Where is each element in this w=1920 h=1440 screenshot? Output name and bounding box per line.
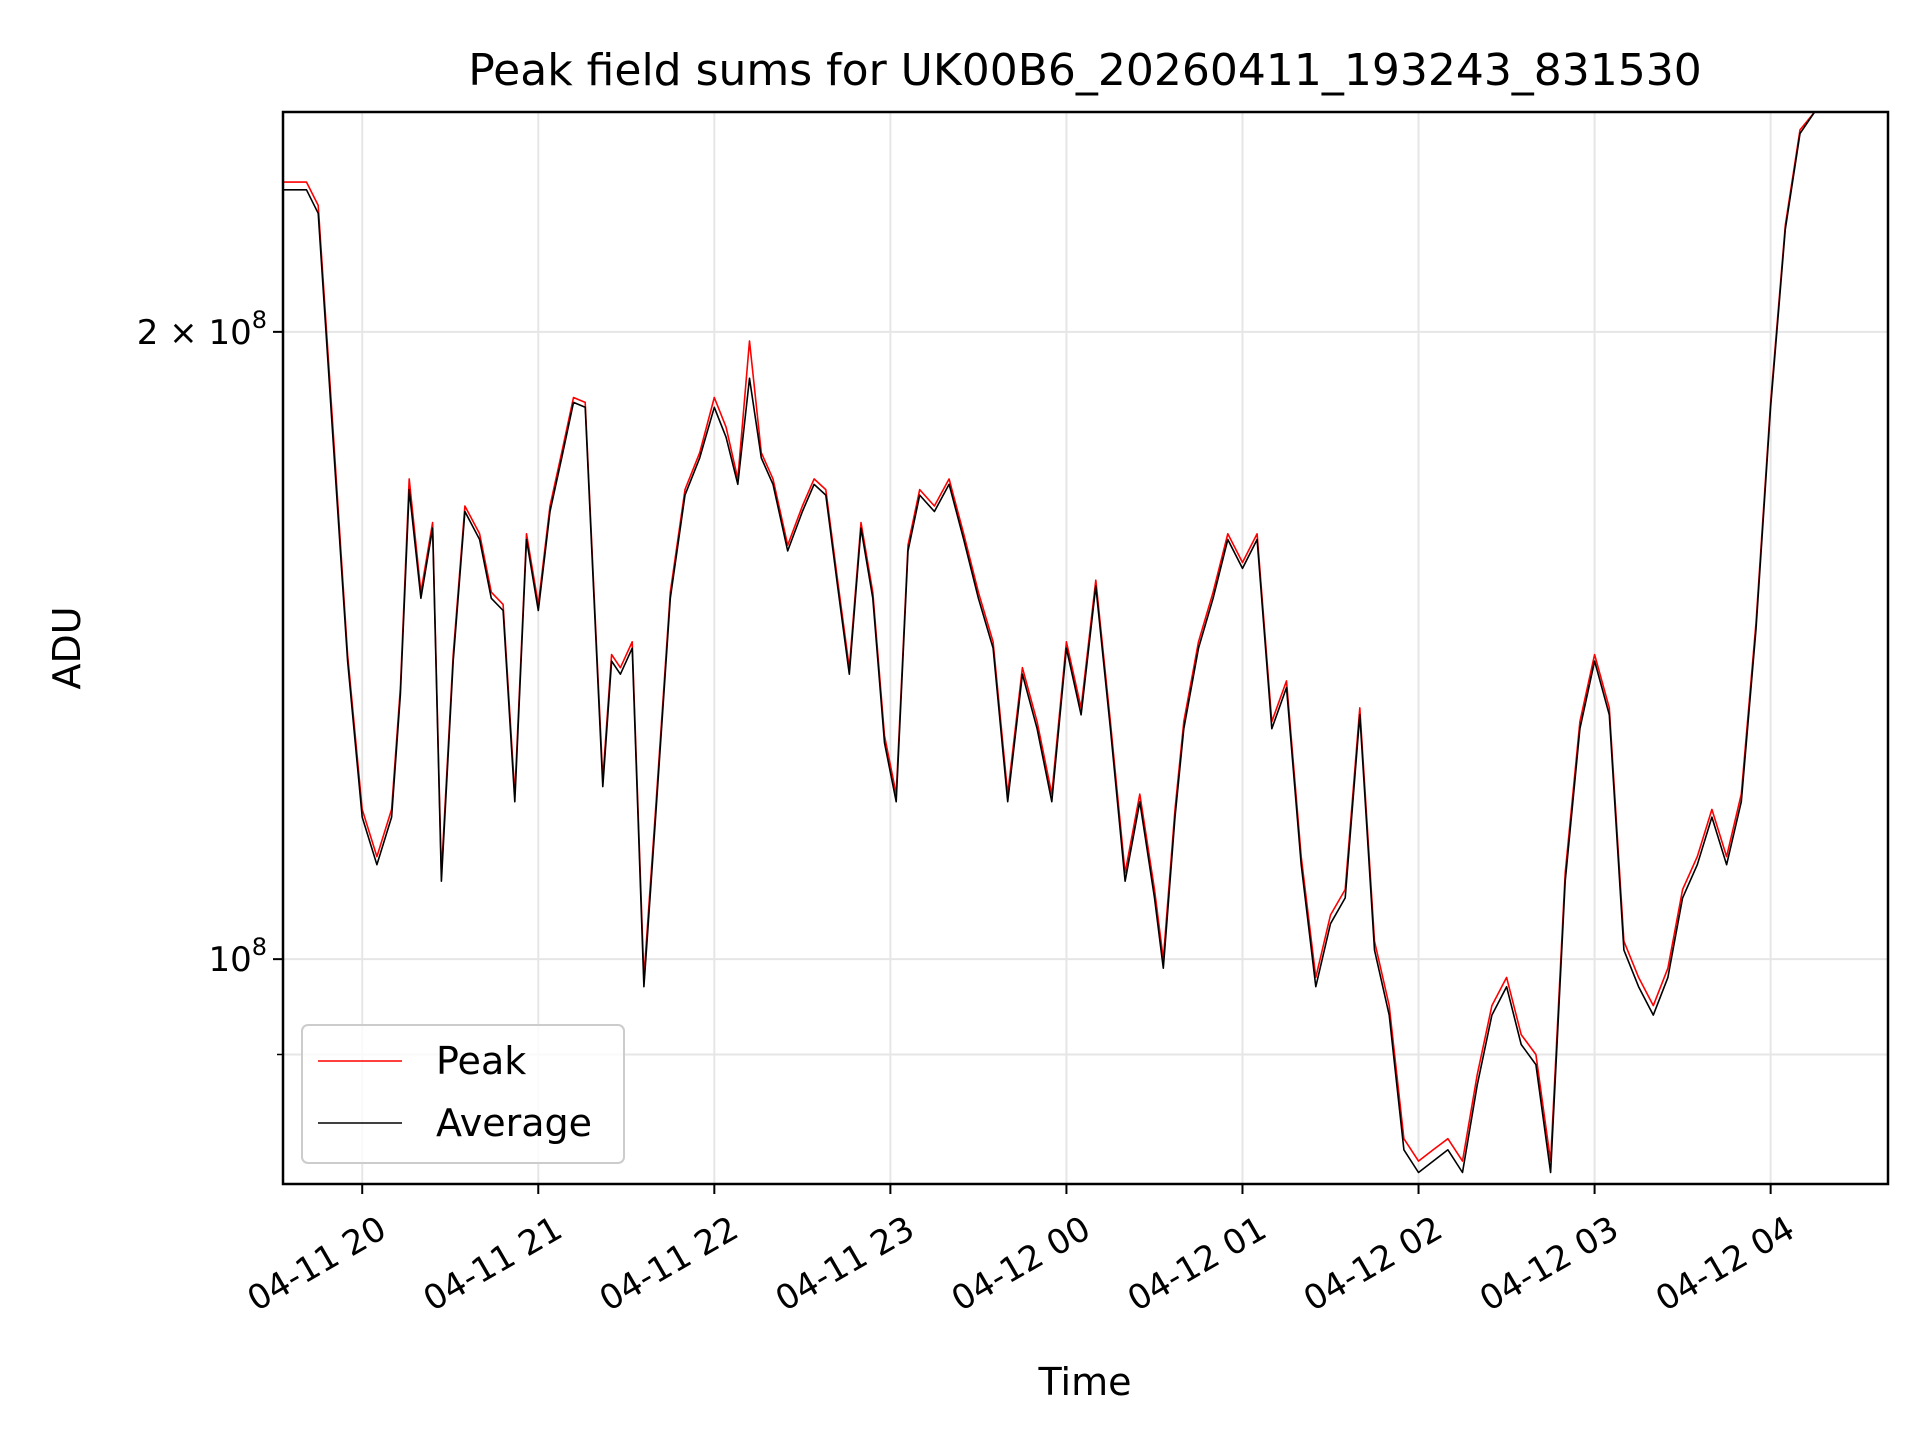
series-line-average — [283, 112, 1830, 1174]
y-tick-label: 2 × 108 — [137, 306, 267, 353]
legend: Peak Average — [301, 1024, 625, 1164]
y-axis: 108 2 × 108 — [137, 306, 283, 1056]
y-tick-label: 108 — [208, 933, 267, 980]
legend-label-peak: Peak — [436, 1039, 526, 1083]
legend-box — [301, 1024, 625, 1164]
legend-label-average: Average — [436, 1101, 592, 1145]
chart-title: Peak field sums for UK00B6_20260411_1932… — [468, 45, 1702, 96]
y-axis-label: ADU — [45, 606, 89, 689]
x-axis-label: Time — [1038, 1360, 1132, 1404]
series-layer — [283, 112, 1830, 1174]
plot-frame — [281, 110, 1890, 1186]
